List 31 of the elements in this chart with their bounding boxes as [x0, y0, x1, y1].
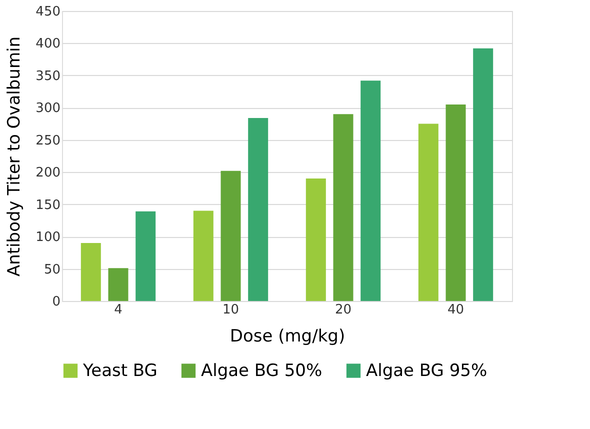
x-tick-label: 10 — [222, 302, 240, 318]
legend-label: Algae BG 50% — [201, 360, 322, 381]
y-tick-label: 0 — [52, 294, 60, 310]
bar — [248, 118, 268, 301]
bar — [220, 170, 241, 301]
bar — [108, 268, 128, 301]
y-tick-label: 350 — [36, 68, 60, 84]
y-tick-label: 400 — [36, 36, 60, 52]
y-tick-label: 200 — [36, 166, 60, 181]
y-tick-label: 50 — [44, 262, 60, 278]
bar — [306, 178, 326, 301]
x-tick-label: 20 — [334, 302, 352, 318]
bar — [333, 114, 354, 301]
y-tick-label: 450 — [36, 4, 60, 20]
x-axis-title: Dose (mg/kg) — [230, 326, 346, 346]
x-tick-label: 4 — [114, 302, 122, 318]
y-axis-title: Antibody Titer to Ovalbumin — [4, 36, 25, 277]
y-tick-label: 300 — [36, 101, 60, 116]
bar — [360, 80, 381, 301]
y-tick-label: 100 — [36, 230, 60, 246]
bar — [80, 243, 101, 301]
x-tick-label: 40 — [447, 302, 464, 318]
bar — [136, 211, 156, 301]
bar — [193, 210, 214, 301]
bar — [418, 124, 438, 301]
bar — [473, 48, 494, 301]
legend-label: Yeast BG — [82, 360, 158, 381]
bar — [446, 104, 466, 301]
y-tick-label: 250 — [36, 133, 60, 148]
y-tick-label: 150 — [36, 198, 60, 213]
legend-label: Algae BG 95% — [366, 360, 488, 381]
